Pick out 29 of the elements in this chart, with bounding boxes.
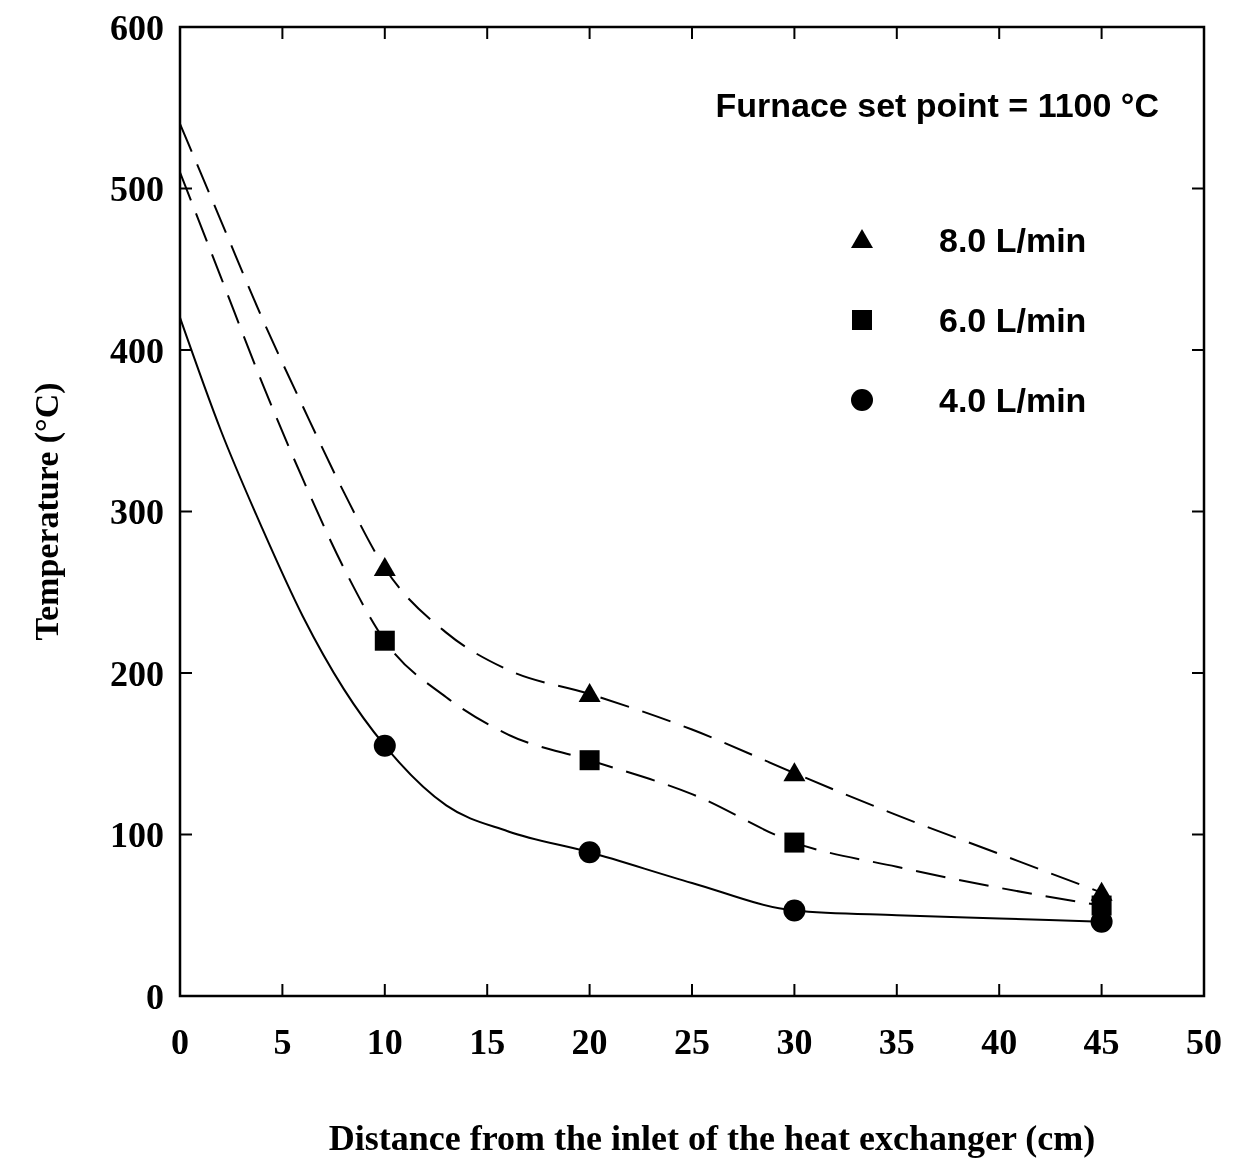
point — [578, 683, 601, 702]
x-tick-label: 5 — [273, 1022, 292, 1062]
y-tick-label: 500 — [110, 169, 164, 210]
legend-label: 8.0 L/min — [939, 221, 1087, 259]
point — [783, 762, 806, 782]
annotation: Furnace set point = 1100 °C — [715, 86, 1159, 124]
y-tick-label: 600 — [110, 7, 164, 48]
y-tick-label: 200 — [110, 653, 164, 694]
y-tick-label: 0 — [146, 976, 164, 1017]
x-tick-label: 10 — [366, 1022, 403, 1062]
y-tick-label: 300 — [110, 492, 164, 533]
legend-label: 6.0 L/min — [939, 301, 1087, 339]
x-tick-label: 50 — [1186, 1022, 1222, 1062]
x-tick-label: 0 — [171, 1022, 189, 1062]
point — [784, 832, 805, 853]
point — [374, 630, 395, 651]
x-tick-label: 45 — [1083, 1022, 1120, 1062]
point — [579, 750, 600, 771]
x-tick-label: 20 — [571, 1022, 608, 1062]
x-tick-label: 15 — [469, 1022, 506, 1062]
x-tick-label: 25 — [674, 1022, 710, 1062]
x-tick-label: 35 — [878, 1022, 915, 1062]
legend-label: 4.0 L/min — [939, 381, 1087, 419]
x-tick-label: 40 — [981, 1022, 1018, 1062]
y-axis-title: Temperature (°C) — [28, 382, 66, 641]
x-axis-title: Distance from the inlet of the heat exchanger (cm) — [328, 1118, 1096, 1158]
x-tick-label: 30 — [776, 1022, 813, 1062]
y-tick-label: 100 — [110, 815, 164, 856]
y-tick-label: 400 — [110, 330, 164, 371]
